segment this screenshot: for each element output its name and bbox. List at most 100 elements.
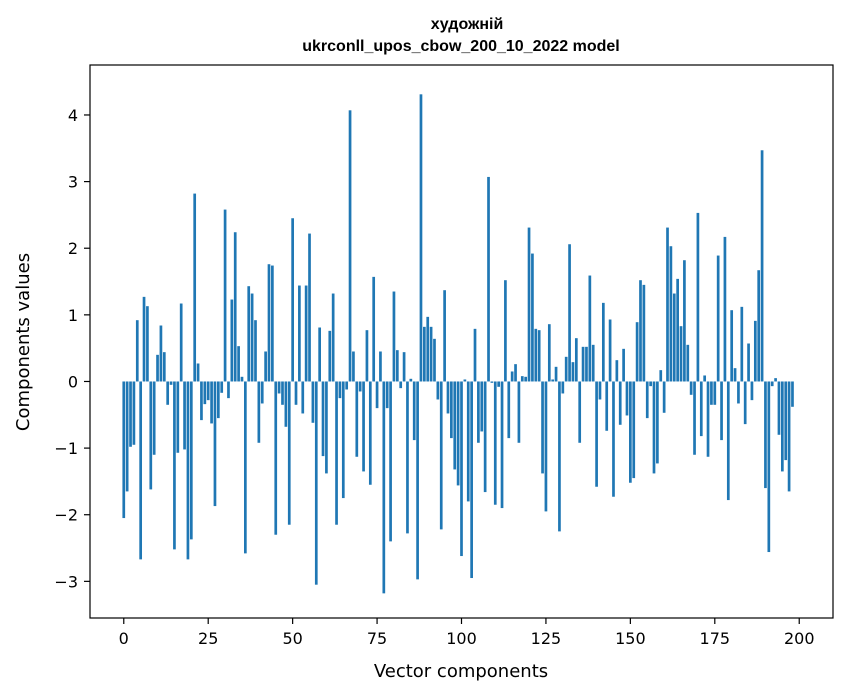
- bar: [318, 327, 321, 382]
- bar: [581, 346, 585, 382]
- bar: [358, 381, 362, 392]
- bar: [436, 381, 440, 400]
- bar: [247, 286, 251, 382]
- bar: [254, 320, 257, 382]
- bar: [375, 381, 379, 409]
- bar: [274, 381, 278, 535]
- bar: [558, 381, 561, 532]
- bar: [639, 280, 642, 382]
- bar: [561, 381, 565, 394]
- bar: [277, 381, 281, 394]
- y-tick-label: −2: [54, 506, 78, 525]
- bar: [237, 346, 240, 382]
- bar: [477, 381, 480, 443]
- bar: [645, 381, 649, 419]
- bar: [743, 381, 747, 425]
- bar: [291, 218, 294, 382]
- bar: [656, 381, 659, 464]
- bar: [433, 338, 436, 382]
- bar: [311, 381, 315, 423]
- bar: [368, 381, 372, 485]
- bar: [750, 381, 754, 401]
- bar: [456, 381, 460, 486]
- bar: [537, 330, 541, 382]
- bar: [723, 236, 727, 382]
- bar: [787, 381, 791, 492]
- bar: [591, 344, 595, 382]
- bar: [500, 381, 504, 509]
- bar: [780, 381, 784, 472]
- bar: [402, 352, 406, 382]
- bar: [213, 381, 217, 507]
- bar: [159, 325, 163, 382]
- bar: [301, 381, 305, 414]
- bar: [379, 351, 382, 382]
- bar: [541, 381, 544, 474]
- bar: [314, 381, 318, 585]
- bar: [571, 362, 575, 382]
- bar: [767, 381, 771, 553]
- bar: [710, 381, 713, 405]
- bar: [156, 354, 159, 382]
- bar: [608, 319, 612, 382]
- bar: [362, 381, 365, 472]
- bar: [298, 285, 301, 382]
- bar: [173, 381, 176, 550]
- bar: [179, 303, 183, 382]
- bar: [504, 280, 507, 382]
- bar: [649, 381, 652, 387]
- bar: [122, 381, 126, 519]
- bar: [676, 278, 679, 382]
- bar: [730, 310, 734, 382]
- bar: [517, 381, 521, 443]
- bar: [662, 381, 666, 413]
- chart-subtitle: ukrconll_upos_cbow_200_10_2022 model: [302, 38, 619, 55]
- x-tick-label: 25: [198, 629, 218, 648]
- bar: [564, 356, 568, 382]
- bar: [446, 381, 450, 414]
- bar: [331, 293, 335, 382]
- bar: [605, 381, 609, 431]
- bar: [612, 381, 615, 497]
- bar: [703, 375, 707, 382]
- bar: [183, 381, 186, 450]
- x-tick-label: 100: [446, 629, 477, 648]
- bar: [193, 193, 197, 382]
- bar: [281, 381, 284, 405]
- bar: [473, 328, 477, 382]
- bar: [338, 381, 342, 399]
- bar: [284, 381, 288, 427]
- bar: [753, 320, 757, 382]
- bar: [125, 381, 129, 492]
- bar: [777, 381, 781, 435]
- bar: [169, 381, 173, 385]
- bar: [287, 381, 291, 525]
- bar: [240, 376, 244, 382]
- bar: [423, 326, 426, 382]
- bar: [345, 381, 349, 390]
- bar: [149, 381, 153, 490]
- bar: [696, 212, 700, 382]
- bar: [531, 253, 534, 382]
- bar: [760, 150, 764, 382]
- bar: [689, 381, 693, 395]
- y-axis-label: Components values: [13, 253, 34, 431]
- x-tick-label: 50: [282, 629, 302, 648]
- bar: [304, 285, 308, 382]
- bar: [416, 381, 419, 580]
- bar: [642, 284, 646, 382]
- x-tick-label: 75: [367, 629, 387, 648]
- bar: [747, 343, 750, 382]
- bar: [335, 381, 338, 525]
- bar: [463, 379, 467, 382]
- bar: [568, 244, 571, 382]
- bar: [706, 381, 710, 457]
- bar: [490, 381, 494, 383]
- bar: [257, 381, 261, 443]
- bar: [325, 381, 328, 474]
- bar: [162, 352, 166, 382]
- bar: [720, 381, 723, 441]
- bar: [216, 381, 220, 419]
- bar: [547, 324, 551, 382]
